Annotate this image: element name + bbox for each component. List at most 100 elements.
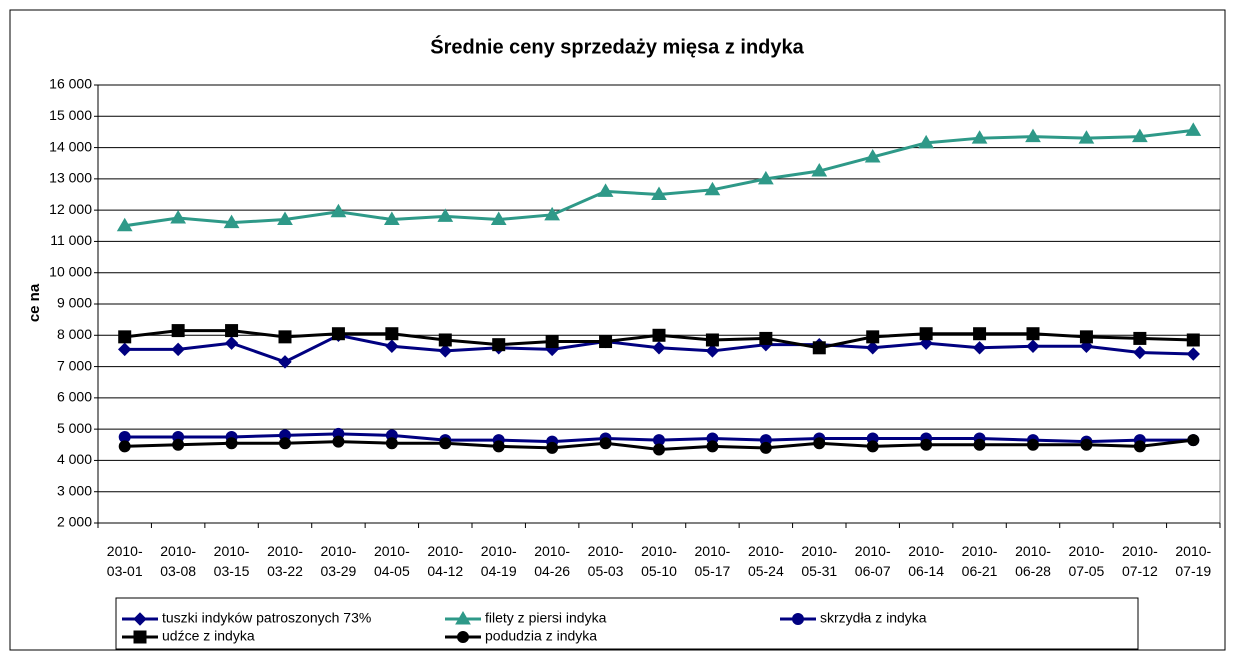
data-point	[919, 327, 933, 341]
x-tick-label: 2010-06-07	[854, 543, 891, 579]
data-point	[597, 183, 614, 197]
data-point	[1025, 128, 1041, 143]
y-tick-label: 5 000	[57, 420, 92, 436]
data-point	[599, 335, 613, 349]
y-tick-label: 14 000	[49, 138, 92, 154]
data-point	[759, 331, 773, 345]
y-tick-label: 2 000	[57, 514, 92, 530]
data-point	[813, 437, 826, 450]
data-point	[599, 437, 612, 450]
y-tick-label: 11 000	[50, 232, 92, 248]
data-point	[171, 324, 185, 338]
legend-marker	[133, 612, 147, 626]
data-point	[225, 437, 238, 450]
data-point	[652, 328, 666, 342]
y-tick-label: 6 000	[57, 389, 92, 405]
data-point	[330, 203, 347, 218]
data-point	[118, 330, 132, 344]
data-point	[118, 440, 131, 453]
y-tick-label: 4 000	[57, 451, 92, 467]
data-point	[490, 211, 507, 226]
data-point	[864, 148, 881, 163]
data-point	[973, 438, 986, 451]
data-point	[918, 134, 935, 149]
data-point	[651, 186, 667, 200]
data-point	[757, 170, 774, 185]
data-point	[279, 437, 291, 450]
data-point	[492, 440, 505, 453]
legend-label: udźce z indyka	[162, 628, 255, 644]
data-point	[1187, 434, 1200, 447]
x-tick-label: 2010-03-22	[267, 543, 303, 579]
data-point	[920, 438, 933, 451]
data-point	[385, 437, 398, 450]
y-tick-label: 15 000	[49, 107, 92, 123]
data-point	[1026, 339, 1040, 353]
x-tick-label: 2010-05-24	[747, 543, 784, 579]
x-tick-label: 2010-05-17	[694, 543, 731, 579]
data-point	[278, 355, 292, 369]
data-point	[546, 441, 559, 454]
data-point	[544, 206, 561, 221]
y-tick-label: 16 000	[49, 76, 92, 92]
data-point	[331, 327, 345, 341]
data-point	[866, 341, 880, 355]
data-point	[116, 217, 133, 232]
x-tick-label: 2010-06-21	[961, 543, 998, 579]
data-point	[118, 342, 132, 357]
data-point	[1185, 122, 1202, 136]
data-point	[277, 211, 293, 226]
x-tick-label: 2010-05-10	[641, 543, 677, 579]
data-point	[439, 437, 452, 450]
chart-title: Średnie ceny sprzedaży mięsa z indyka	[430, 34, 804, 58]
data-point	[866, 440, 879, 453]
y-tick-label: 3 000	[57, 482, 92, 498]
data-point	[1080, 438, 1093, 451]
data-point	[383, 211, 400, 226]
legend-label: tuszki indyków patroszonych 73%	[162, 610, 371, 626]
legend-box	[115, 597, 1139, 650]
x-tick-label: 2010-03-29	[320, 543, 357, 579]
legend-marker	[455, 611, 471, 625]
data-point	[1078, 130, 1095, 144]
data-point	[492, 338, 506, 352]
legend-marker	[457, 631, 469, 643]
x-tick-label: 2010-04-05	[373, 543, 410, 579]
data-point	[972, 341, 987, 355]
data-point	[438, 344, 452, 358]
data-point	[1027, 438, 1039, 451]
data-point	[866, 330, 880, 344]
x-tick-label: 2010-04-19	[480, 543, 517, 579]
x-tick-label: 2010-03-01	[106, 543, 143, 579]
data-point	[759, 441, 772, 454]
data-point	[705, 344, 720, 358]
data-point	[545, 335, 559, 349]
x-tick-label: 2010-03-15	[213, 543, 250, 579]
data-point	[1186, 347, 1200, 361]
data-point	[170, 209, 187, 224]
y-axis-title: ce na	[26, 283, 43, 322]
x-tick-label: 2010-07-05	[1068, 543, 1105, 579]
x-tick-label: 2010-07-19	[1175, 543, 1212, 579]
data-point	[1133, 331, 1147, 345]
legend-label: podudzia z indyka	[485, 628, 597, 644]
x-tick-label: 2010-05-31	[801, 543, 838, 579]
x-tick-label: 2010-06-28	[1015, 543, 1051, 579]
y-tick-label: 13 000	[49, 170, 92, 186]
data-point	[171, 342, 185, 357]
x-tick-label: 2010-04-26	[534, 543, 571, 579]
data-point	[1133, 440, 1146, 453]
y-tick-label: 9 000	[57, 295, 92, 311]
data-point	[224, 336, 239, 350]
data-point	[332, 435, 345, 448]
x-tick-label: 2010-04-12	[427, 543, 464, 579]
data-point	[278, 330, 292, 344]
data-point	[385, 339, 399, 353]
x-tick-label: 2010-06-14	[908, 543, 945, 579]
y-tick-label: 12 000	[49, 201, 92, 217]
data-point	[438, 333, 452, 347]
x-tick-label: 2010-07-12	[1121, 543, 1158, 579]
legend-marker	[792, 613, 804, 625]
